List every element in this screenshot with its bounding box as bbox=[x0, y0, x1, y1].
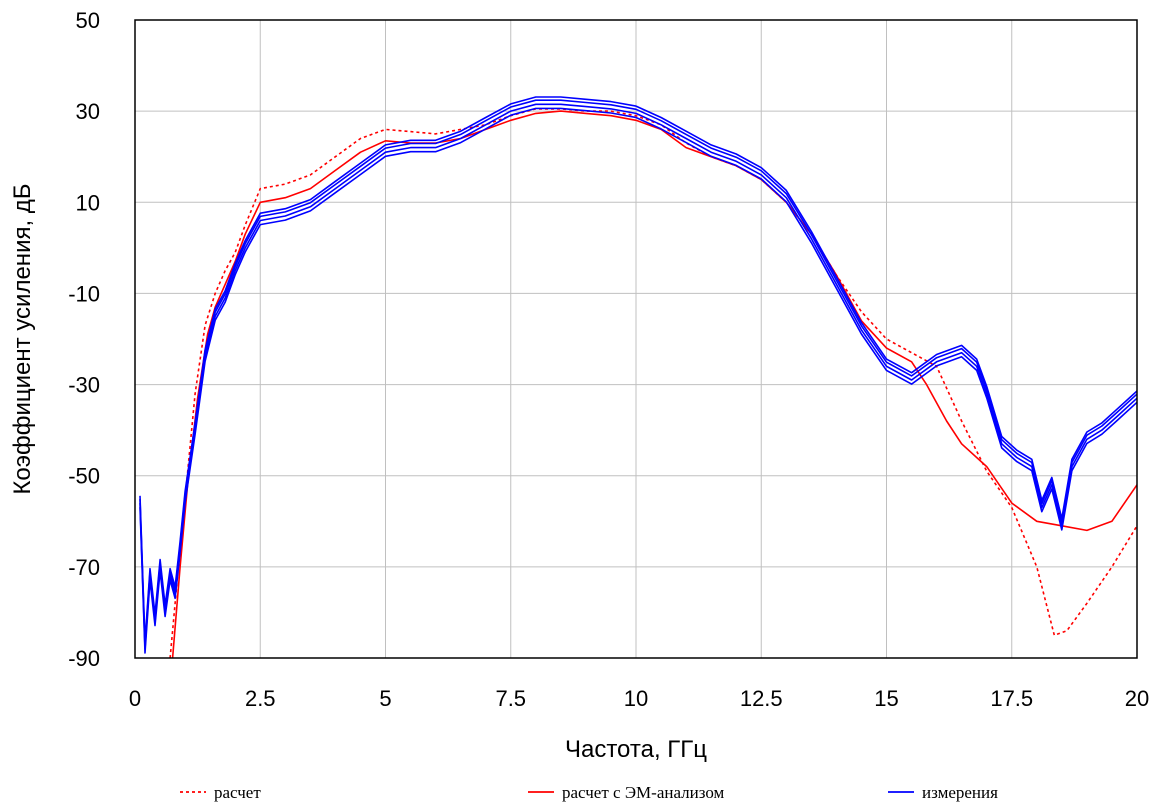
series-line-1 bbox=[171, 110, 1137, 658]
x-tick-label: 2.5 bbox=[245, 686, 276, 711]
x-tick-label: 5 bbox=[379, 686, 391, 711]
legend-label-0: расчет bbox=[214, 783, 261, 802]
x-axis-title: Частота, ГГц bbox=[565, 736, 707, 763]
y-tick-label: -70 bbox=[68, 555, 100, 580]
y-tick-label: 30 bbox=[76, 99, 100, 124]
grid bbox=[135, 20, 1137, 658]
x-tick-label: 20 bbox=[1125, 686, 1149, 711]
y-axis-title: Коэффициент усиления, дБ bbox=[9, 183, 36, 494]
legend-label-1: расчет с ЭМ-анализом bbox=[562, 783, 725, 802]
plot-frame bbox=[134, 19, 1138, 659]
y-tick-label: -50 bbox=[68, 464, 100, 489]
series-line-2 bbox=[139, 96, 1137, 643]
x-tick-label: 10 bbox=[624, 686, 648, 711]
x-tick-label: 7.5 bbox=[495, 686, 526, 711]
x-tick-label: 17.5 bbox=[990, 686, 1033, 711]
plot-lines bbox=[139, 96, 1137, 658]
x-tick-label: 0 bbox=[129, 686, 141, 711]
y-tick-label: 10 bbox=[76, 190, 100, 215]
y-tick-label: -10 bbox=[68, 281, 100, 306]
y-tick-label: -90 bbox=[68, 646, 100, 671]
series-line-0 bbox=[169, 108, 1137, 658]
ticks: 0 2.5 5 7.5 10 12.5 15 17.5 20 50 30 10 -10 -30 -50 -70… bbox=[68, 8, 1149, 711]
y-tick-label: 50 bbox=[76, 8, 100, 33]
legend: расчет расчет с ЭМ-анализом измерения bbox=[180, 783, 998, 802]
legend-label-2: измерения bbox=[922, 783, 998, 802]
series-line-2 bbox=[139, 107, 1137, 654]
x-tick-label: 12.5 bbox=[740, 686, 783, 711]
y-tick-label: -30 bbox=[68, 373, 100, 398]
x-tick-label: 15 bbox=[874, 686, 898, 711]
